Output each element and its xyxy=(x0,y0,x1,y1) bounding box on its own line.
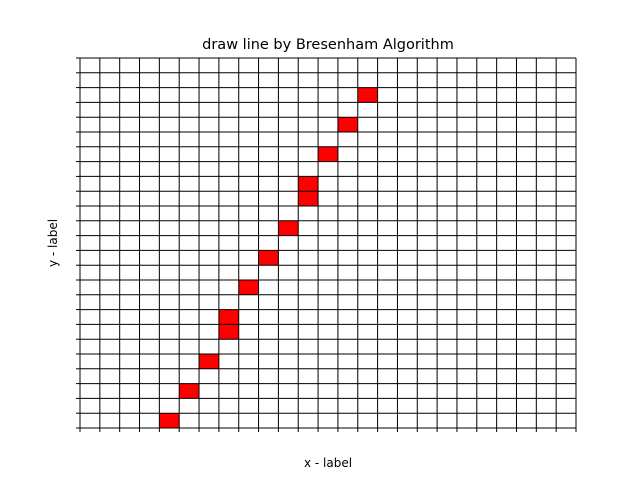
ticks-group xyxy=(76,57,577,432)
y-axis-label: y - label xyxy=(46,219,60,267)
filled-cell xyxy=(337,117,358,132)
filled-cell xyxy=(218,309,239,325)
filled-cell xyxy=(298,191,319,206)
filled-cell xyxy=(179,383,200,399)
filled-cell xyxy=(238,280,259,295)
filled-cell xyxy=(298,176,319,192)
grid-group xyxy=(79,57,577,429)
chart-title: draw line by Bresenham Algorithm xyxy=(202,37,454,53)
filled-cells-group xyxy=(159,87,378,428)
filled-cell xyxy=(218,324,239,340)
filled-cell xyxy=(159,413,180,428)
filled-cell xyxy=(357,87,378,103)
filled-cell xyxy=(258,250,279,266)
filled-cell xyxy=(199,354,219,369)
filled-cell xyxy=(278,220,299,236)
filled-cell xyxy=(318,146,338,162)
x-axis-label: x - label xyxy=(304,456,352,470)
